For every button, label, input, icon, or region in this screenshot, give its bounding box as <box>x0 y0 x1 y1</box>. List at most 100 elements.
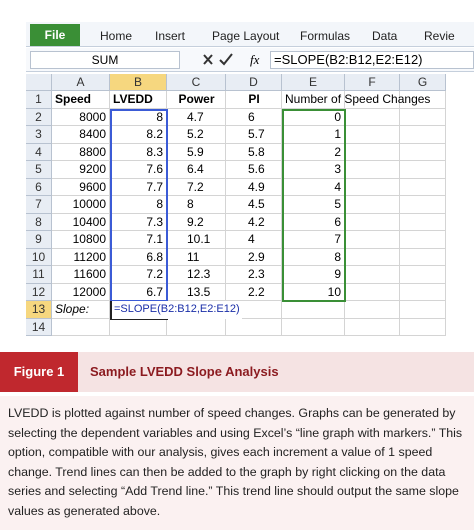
cell[interactable] <box>400 91 446 109</box>
cell[interactable] <box>167 196 226 214</box>
cell[interactable] <box>345 283 400 301</box>
file-tab[interactable]: File <box>30 24 80 46</box>
cell[interactable] <box>226 143 282 161</box>
cell[interactable] <box>345 161 400 179</box>
cell[interactable] <box>226 266 282 284</box>
row-header[interactable]: 5 <box>26 161 52 179</box>
cell[interactable] <box>167 91 226 109</box>
ribbon-tab[interactable]: Home <box>100 29 133 43</box>
cancel-icon[interactable] <box>203 54 213 65</box>
name-box[interactable]: SUM <box>30 51 180 69</box>
cell[interactable] <box>400 143 446 161</box>
enter-icon[interactable] <box>219 53 233 66</box>
cell[interactable] <box>167 108 226 126</box>
cell[interactable] <box>226 178 282 196</box>
cell[interactable] <box>226 196 282 214</box>
cell[interactable] <box>345 301 400 319</box>
cell[interactable] <box>52 126 110 144</box>
cell[interactable] <box>226 301 282 319</box>
cell[interactable] <box>52 266 110 284</box>
formula-input[interactable]: =SLOPE(B2:B12,E2:E12) <box>270 51 474 69</box>
cell[interactable] <box>110 318 167 336</box>
function-icon[interactable]: fx <box>250 52 260 67</box>
ribbon-tab[interactable]: Data <box>372 29 398 43</box>
cell[interactable] <box>400 196 446 214</box>
cell[interactable] <box>400 178 446 196</box>
cell[interactable] <box>226 248 282 266</box>
cell[interactable] <box>345 266 400 284</box>
cell[interactable] <box>345 196 400 214</box>
cell[interactable] <box>52 196 110 214</box>
cell[interactable] <box>52 231 110 249</box>
cell[interactable] <box>400 108 446 126</box>
row-header[interactable]: 10 <box>26 248 52 266</box>
cell[interactable] <box>400 231 446 249</box>
column-header[interactable]: F <box>345 74 400 91</box>
row-header[interactable]: 13 <box>26 301 52 319</box>
cell[interactable] <box>345 143 400 161</box>
cell[interactable] <box>400 248 446 266</box>
cell[interactable] <box>226 161 282 179</box>
row-header[interactable]: 7 <box>26 196 52 214</box>
cell[interactable] <box>52 91 110 109</box>
cell[interactable] <box>52 248 110 266</box>
row-header[interactable]: 8 <box>26 213 52 231</box>
cell[interactable] <box>282 318 345 336</box>
cell[interactable] <box>400 266 446 284</box>
cell[interactable] <box>400 283 446 301</box>
cell[interactable] <box>226 108 282 126</box>
row-header[interactable]: 2 <box>26 108 52 126</box>
cell[interactable] <box>282 301 345 319</box>
cell[interactable] <box>167 161 226 179</box>
cell[interactable] <box>226 126 282 144</box>
ribbon-tab[interactable]: Insert <box>155 29 186 43</box>
cell[interactable] <box>345 126 400 144</box>
row-header[interactable]: 1 <box>26 91 52 109</box>
ribbon-tab[interactable]: Formulas <box>300 29 351 43</box>
ribbon-tab[interactable]: Revie <box>424 29 455 43</box>
cell[interactable] <box>345 213 400 231</box>
cell[interactable] <box>400 126 446 144</box>
cell[interactable] <box>400 213 446 231</box>
row-header[interactable]: 11 <box>26 266 52 284</box>
cell[interactable] <box>52 161 110 179</box>
row-header[interactable]: 12 <box>26 283 52 301</box>
cell[interactable] <box>345 248 400 266</box>
column-header[interactable]: A <box>52 74 110 91</box>
row-header[interactable]: 4 <box>26 143 52 161</box>
cell[interactable] <box>226 318 282 336</box>
cell[interactable] <box>400 318 446 336</box>
cell[interactable] <box>110 91 167 109</box>
cell[interactable] <box>345 318 400 336</box>
column-header[interactable]: G <box>400 74 446 91</box>
cell[interactable] <box>226 213 282 231</box>
cell[interactable] <box>400 301 446 319</box>
cell[interactable] <box>52 178 110 196</box>
column-header[interactable]: D <box>226 74 282 91</box>
cell[interactable] <box>52 301 110 319</box>
cell[interactable] <box>52 108 110 126</box>
cell[interactable] <box>226 91 282 109</box>
cell[interactable] <box>52 283 110 301</box>
column-header[interactable]: C <box>167 74 226 91</box>
row-header[interactable]: 3 <box>26 126 52 144</box>
cell[interactable] <box>52 213 110 231</box>
cell[interactable] <box>345 178 400 196</box>
cell[interactable] <box>167 266 226 284</box>
cell[interactable] <box>345 108 400 126</box>
cell[interactable] <box>167 126 226 144</box>
row-header[interactable]: 9 <box>26 231 52 249</box>
cell[interactable] <box>226 231 282 249</box>
cell[interactable] <box>167 283 226 301</box>
cell[interactable] <box>52 318 110 336</box>
cell[interactable] <box>345 231 400 249</box>
cell[interactable] <box>52 143 110 161</box>
cell[interactable] <box>345 91 400 109</box>
row-header[interactable]: 14 <box>26 318 52 336</box>
cell[interactable] <box>226 283 282 301</box>
cell[interactable] <box>167 318 226 336</box>
column-header[interactable]: B <box>110 74 167 91</box>
ribbon-tab[interactable]: Page Layout <box>212 29 280 43</box>
cell[interactable] <box>282 91 345 109</box>
cell[interactable] <box>400 161 446 179</box>
